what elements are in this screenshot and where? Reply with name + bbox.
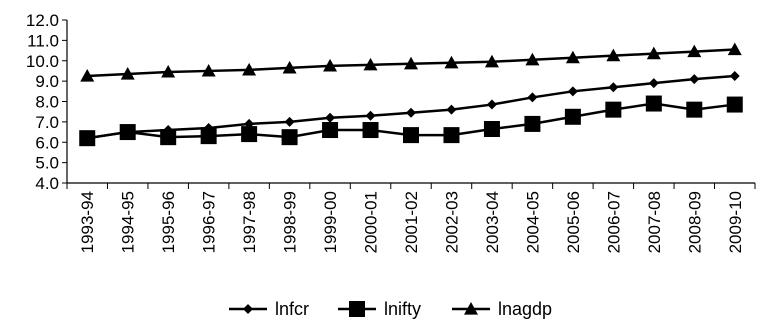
x-tick-label: 1994-95 xyxy=(119,191,138,253)
legend-marker-square xyxy=(349,301,365,317)
y-tick-label: 4.0 xyxy=(35,174,59,193)
x-tick-label: 1999-00 xyxy=(321,191,340,253)
y-tick-label: 9.0 xyxy=(35,72,59,91)
x-tick-label: 2002-03 xyxy=(442,191,461,253)
data-point-lnifty xyxy=(686,101,703,118)
data-point-lnifty xyxy=(79,130,96,147)
x-tick-label: 2001-02 xyxy=(402,191,421,253)
data-point-lnfcr xyxy=(325,112,336,123)
x-tick-label: 1993-94 xyxy=(78,191,97,253)
x-tick-label: 1996-97 xyxy=(200,191,219,253)
data-point-lnifty xyxy=(403,127,419,144)
data-point-lnagdp xyxy=(565,50,580,64)
data-point-lnfcr xyxy=(648,78,659,89)
data-point-lnifty xyxy=(119,124,136,141)
data-point-lnagdp xyxy=(201,63,216,77)
x-tick-label: 2005-06 xyxy=(564,191,583,253)
y-tick-label: 6.0 xyxy=(35,133,59,152)
x-tick-label: 1995-96 xyxy=(159,191,178,253)
data-point-lnifty xyxy=(483,121,500,138)
legend-marker-triangle xyxy=(464,302,478,315)
data-point-lnfcr xyxy=(689,74,700,85)
data-point-lnifty xyxy=(443,127,460,144)
x-tick-label: 2003-04 xyxy=(483,191,502,253)
data-point-lnagdp xyxy=(120,66,135,80)
data-point-lnifty xyxy=(200,128,217,145)
data-point-lnfcr xyxy=(567,86,578,97)
data-point-lnfcr xyxy=(365,110,376,121)
data-point-lnagdp xyxy=(242,62,257,76)
data-point-lnagdp xyxy=(323,58,338,72)
y-tick-label: 10.0 xyxy=(26,52,59,71)
series-lnagdp xyxy=(80,42,742,82)
legend: lnfcr lnifty lnagdp xyxy=(229,299,552,319)
data-point-lnagdp xyxy=(727,42,742,56)
x-tick-label: 2006-07 xyxy=(604,191,623,253)
data-point-lnifty xyxy=(281,129,298,146)
y-tick-label: 12.0 xyxy=(26,11,59,30)
data-point-lnagdp xyxy=(606,48,621,62)
x-tick-label: 2004-05 xyxy=(523,191,542,253)
data-point-lnifty xyxy=(160,129,177,146)
data-point-lnifty xyxy=(726,96,743,113)
series-layer xyxy=(79,42,743,147)
data-point-lnfcr xyxy=(486,99,497,110)
data-point-lnagdp xyxy=(687,44,702,58)
y-tick-label: 11.0 xyxy=(27,31,59,50)
y-axis-ticks: 4.05.0 6.07.08.0 9.010.0 11.012.0 xyxy=(26,11,67,193)
y-tick-label: 8.0 xyxy=(35,93,59,112)
data-point-lnifty xyxy=(645,95,662,112)
legend-label: lnagdp xyxy=(498,299,552,319)
legend-marker-diamond xyxy=(243,304,253,314)
x-tick-label: 2007-08 xyxy=(645,191,664,253)
data-point-lnagdp xyxy=(161,64,176,78)
data-point-lnagdp xyxy=(525,52,540,66)
series-lnifty xyxy=(79,95,743,147)
y-tick-label: 7.0 xyxy=(35,113,59,132)
y-tick-label: 5.0 xyxy=(35,154,59,173)
data-point-lnagdp xyxy=(282,60,297,74)
data-point-lnifty xyxy=(322,122,339,139)
data-point-lnfcr xyxy=(608,82,619,93)
legend-item-lnifty: lnifty xyxy=(338,299,421,319)
data-point-lnfcr xyxy=(729,71,740,82)
data-point-lnagdp xyxy=(404,56,418,70)
x-axis-ticks: 1993-94 1994-95 1995-96 1996-97 1997-98 1998-… xyxy=(66,183,756,253)
data-point-lnfcr xyxy=(284,116,295,127)
data-point-lnifty xyxy=(362,122,379,139)
data-point-lnfcr xyxy=(244,118,255,129)
legend-item-lnagdp: lnagdp xyxy=(452,299,552,319)
data-point-lnagdp xyxy=(484,54,499,68)
data-point-lnagdp xyxy=(646,46,661,60)
data-point-lnifty xyxy=(564,108,581,125)
data-point-lnagdp xyxy=(80,69,95,82)
legend-label: lnifty xyxy=(384,299,421,319)
data-point-lnifty xyxy=(241,126,258,143)
data-point-lnagdp xyxy=(363,57,378,71)
x-tick-label: 2000-01 xyxy=(362,191,381,253)
data-point-lnfcr xyxy=(406,107,416,118)
legend-label: lnfcr xyxy=(275,299,309,319)
x-tick-label: 1998-99 xyxy=(281,191,300,253)
x-tick-label: 2008-09 xyxy=(685,191,704,253)
data-point-lnfcr xyxy=(527,92,538,103)
data-point-lnfcr xyxy=(446,104,457,115)
x-tick-label: 1997-98 xyxy=(240,191,259,253)
legend-item-lnfcr: lnfcr xyxy=(229,299,309,319)
data-point-lnifty xyxy=(524,115,541,132)
data-point-lnagdp xyxy=(444,55,459,69)
data-point-lnifty xyxy=(605,101,622,118)
x-tick-label: 2009-10 xyxy=(726,191,745,253)
